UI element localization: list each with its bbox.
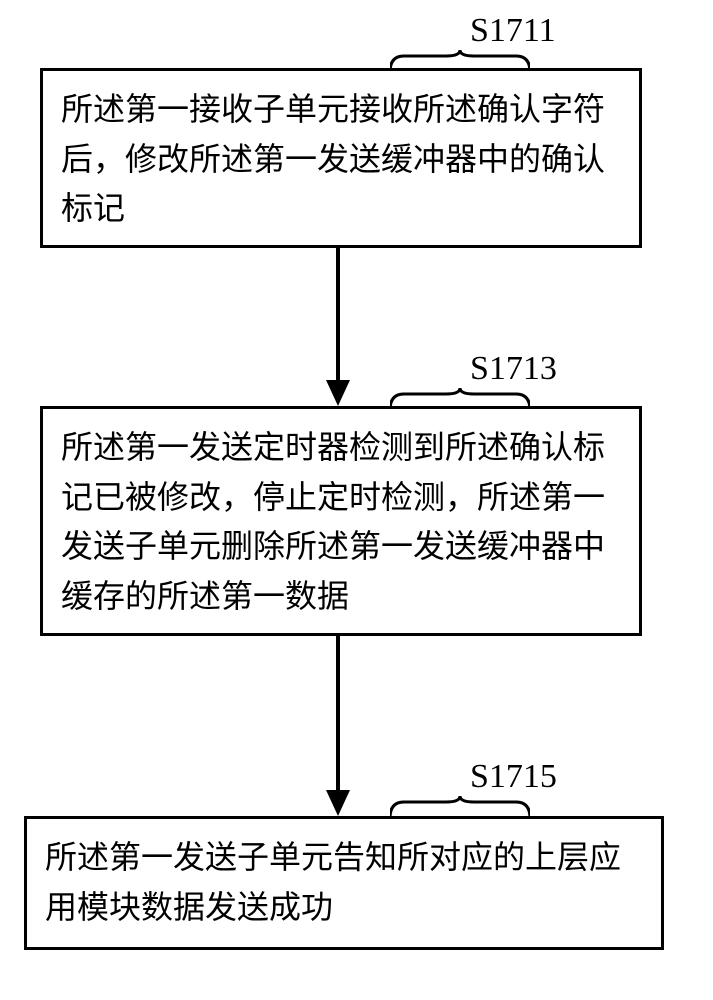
flow-node-2: 所述第一发送定时器检测到所述确认标记已被修改，停止定时检测，所述第一发送子单元删…	[40, 406, 642, 636]
flowchart-canvas: S1711 所述第一接收子单元接收所述确认字符后，修改所述第一发送缓冲器中的确认…	[0, 0, 713, 1000]
flow-node-1-text: 所述第一接收子单元接收所述确认字符后，修改所述第一发送缓冲器中的确认标记	[61, 85, 621, 234]
step-label-3: S1715	[470, 758, 557, 796]
arrow-2-line	[336, 636, 340, 790]
arrow-1-line	[336, 248, 340, 380]
flow-node-3-text: 所述第一发送子单元告知所对应的上层应用模块数据发送成功	[45, 833, 643, 932]
flow-node-1: 所述第一接收子单元接收所述确认字符后，修改所述第一发送缓冲器中的确认标记	[40, 68, 642, 248]
arrow-2-head	[326, 790, 350, 816]
flow-node-3: 所述第一发送子单元告知所对应的上层应用模块数据发送成功	[24, 816, 664, 950]
step-label-1: S1711	[470, 12, 556, 50]
bracket-3	[390, 796, 530, 818]
step-label-2: S1713	[470, 350, 557, 388]
flow-node-2-text: 所述第一发送定时器检测到所述确认标记已被修改，停止定时检测，所述第一发送子单元删…	[61, 423, 621, 621]
arrow-1-head	[326, 380, 350, 406]
